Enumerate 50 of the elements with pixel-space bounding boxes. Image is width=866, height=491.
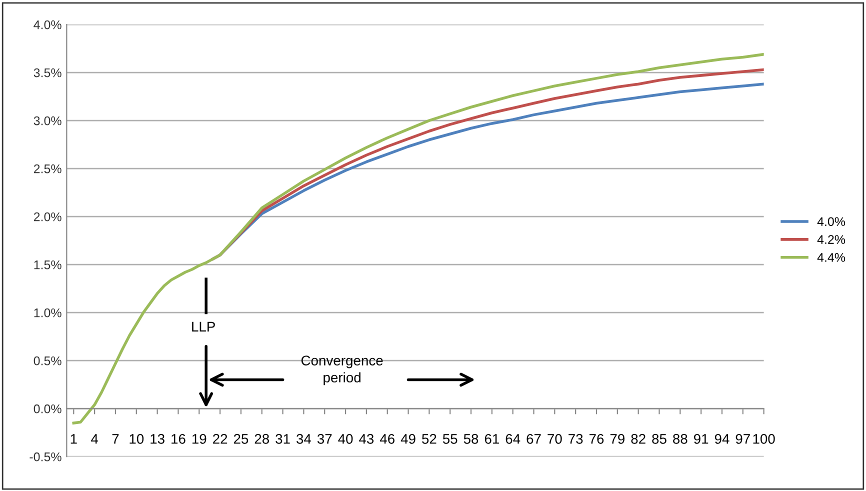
x-tick-label: 22 xyxy=(213,434,228,444)
x-tick-label: 31 xyxy=(276,434,290,444)
x-tick-label: 28 xyxy=(254,434,269,444)
annotation: Convergence period xyxy=(301,356,383,386)
line-series xyxy=(72,52,764,424)
x-tick-label: 91 xyxy=(694,434,708,444)
y-tick-label: 4.0% xyxy=(34,20,62,30)
x-tick-label: 46 xyxy=(380,434,394,444)
x-tick-label: 100 xyxy=(753,434,775,444)
legend-label: 4.2% xyxy=(817,235,846,244)
x-tick-label: 79 xyxy=(610,434,624,444)
y-tick-label: 2.5% xyxy=(34,164,62,174)
x-tick-label: 58 xyxy=(464,434,478,444)
y-tick-label: -0.5% xyxy=(30,452,62,462)
x-tick-label: 76 xyxy=(589,434,604,444)
y-tick-label: 1.0% xyxy=(34,308,62,318)
y-tick-label: 0.0% xyxy=(34,404,62,414)
x-tick-label: 61 xyxy=(484,434,499,444)
x-tick-label: 34 xyxy=(296,434,312,444)
y-tick-label: 3.5% xyxy=(34,68,62,78)
x-tick-label: 73 xyxy=(568,434,583,444)
x-tick-label: 49 xyxy=(400,434,416,444)
x-tick-label: 10 xyxy=(130,434,144,444)
x-tick-label: 13 xyxy=(150,434,164,444)
x-tick-label: 4 xyxy=(91,434,98,444)
x-tick-label: 19 xyxy=(192,434,206,444)
x-tick-label: 43 xyxy=(359,434,374,444)
x-tick-label: 55 xyxy=(442,434,458,444)
x-tick-label: 88 xyxy=(673,434,688,444)
x-tick-label: 94 xyxy=(714,434,730,444)
legend-label: 4.4% xyxy=(817,253,846,262)
x-tick-label: 67 xyxy=(526,434,541,444)
annotation: LLP xyxy=(192,322,215,332)
y-tick-label: 0.5% xyxy=(34,356,62,366)
x-tick-label: 70 xyxy=(548,434,562,444)
legend-label: 4.0% xyxy=(817,217,846,226)
y-tick-label: 3.0% xyxy=(34,116,62,126)
x-tick-label: 7 xyxy=(112,434,119,444)
x-tick-label: 82 xyxy=(631,434,646,444)
x-tick-label: 97 xyxy=(736,434,750,444)
x-tick-label: 40 xyxy=(338,434,353,444)
x-tick-label: 85 xyxy=(652,434,666,444)
y-tick-label: 1.5% xyxy=(34,260,62,270)
x-tick-label: 1 xyxy=(70,434,77,444)
x-tick-label: 16 xyxy=(172,434,186,444)
x-tick-label: 25 xyxy=(234,434,248,444)
x-tick-label: 37 xyxy=(317,434,332,444)
y-tick-label: 2.0% xyxy=(34,212,62,222)
x-tick-label: 52 xyxy=(422,434,436,444)
x-tick-label: 64 xyxy=(506,434,520,444)
